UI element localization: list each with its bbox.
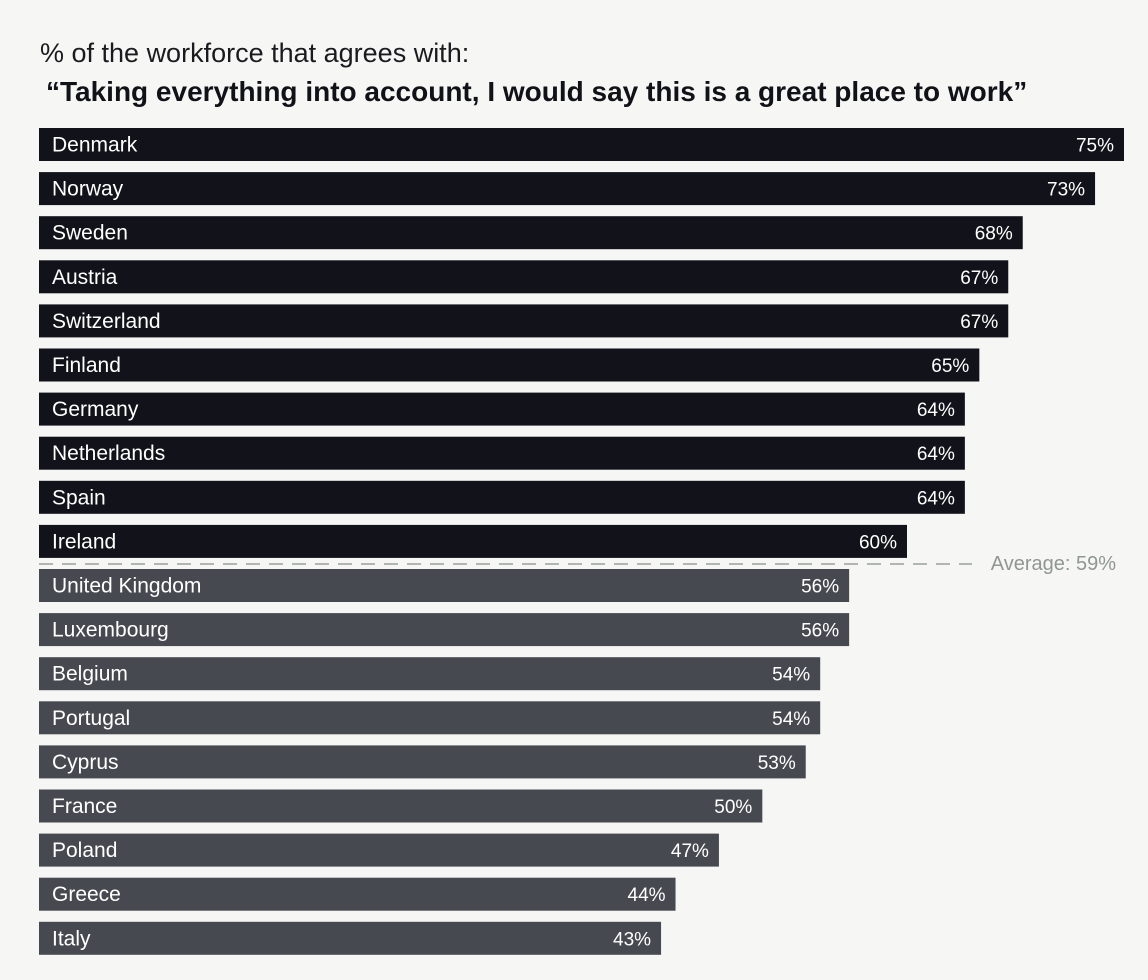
category-label: Netherlands bbox=[52, 442, 165, 465]
bar-row: Denmark 75% bbox=[39, 128, 1124, 161]
category-label: Luxembourg bbox=[52, 619, 169, 642]
bar-row: Spain 64% bbox=[39, 480, 965, 514]
category-label: Greece bbox=[52, 883, 121, 906]
bar-row: Netherlands 64% bbox=[39, 436, 965, 470]
bar-row: Germany 64% bbox=[39, 392, 965, 426]
bar bbox=[39, 657, 821, 691]
bar bbox=[39, 877, 676, 911]
category-label: Finland bbox=[52, 354, 121, 377]
category-label: Spain bbox=[52, 486, 106, 509]
category-label: France bbox=[52, 795, 117, 818]
bar-row: Poland 47% bbox=[39, 833, 719, 867]
category-label: Austria bbox=[52, 266, 118, 289]
bar bbox=[39, 789, 763, 823]
category-label: Norway bbox=[52, 178, 124, 201]
value-label: 50% bbox=[714, 797, 752, 818]
bar-row: Switzerland 67% bbox=[39, 304, 1009, 338]
category-label: Germany bbox=[52, 398, 139, 421]
bar bbox=[39, 524, 907, 558]
bar bbox=[39, 128, 1124, 161]
chart-subtitle: “Taking everything into account, I would… bbox=[46, 76, 1028, 107]
category-label: Cyprus bbox=[52, 751, 119, 774]
category-label: Denmark bbox=[52, 134, 138, 157]
bar bbox=[39, 436, 965, 470]
category-label: Portugal bbox=[52, 707, 130, 730]
bar-row: Sweden 68% bbox=[39, 216, 1023, 250]
category-label: Italy bbox=[52, 927, 91, 950]
value-label: 64% bbox=[917, 444, 955, 465]
bar bbox=[39, 304, 1009, 338]
value-label: 54% bbox=[772, 665, 810, 686]
bar-row: Belgium 54% bbox=[39, 657, 821, 691]
value-label: 64% bbox=[917, 400, 955, 421]
bar bbox=[39, 701, 821, 735]
bar bbox=[39, 745, 806, 779]
bar bbox=[39, 348, 980, 382]
bar-row: United Kingdom 56% bbox=[39, 569, 850, 602]
bar-row: France 50% bbox=[39, 789, 763, 823]
value-label: 64% bbox=[917, 488, 955, 509]
value-label: 53% bbox=[758, 753, 796, 774]
category-label: Sweden bbox=[52, 222, 128, 245]
bar bbox=[39, 260, 1009, 294]
bar bbox=[39, 921, 662, 955]
value-label: 75% bbox=[1076, 136, 1114, 157]
category-label: Belgium bbox=[52, 663, 128, 686]
category-label: United Kingdom bbox=[52, 575, 201, 598]
value-label: 44% bbox=[628, 885, 666, 906]
bar-row: Cyprus 53% bbox=[39, 745, 806, 779]
bar bbox=[39, 569, 850, 602]
category-label: Poland bbox=[52, 839, 117, 862]
value-label: 67% bbox=[960, 268, 998, 289]
value-label: 56% bbox=[801, 621, 839, 642]
bar-row: Austria 67% bbox=[39, 260, 1009, 294]
category-label: Ireland bbox=[52, 530, 116, 553]
value-label: 73% bbox=[1047, 180, 1085, 201]
bar bbox=[39, 392, 965, 426]
average-label: Average: 59% bbox=[991, 553, 1116, 575]
chart-title: % of the workforce that agrees with: bbox=[40, 38, 470, 68]
bar-row: Portugal 54% bbox=[39, 701, 821, 735]
bar-row: Greece 44% bbox=[39, 877, 676, 911]
value-label: 47% bbox=[671, 841, 709, 862]
value-label: 43% bbox=[613, 929, 651, 950]
value-label: 54% bbox=[772, 709, 810, 730]
value-label: 65% bbox=[931, 356, 969, 377]
bar bbox=[39, 480, 965, 514]
value-label: 67% bbox=[960, 312, 998, 333]
bar-row: Italy 43% bbox=[39, 921, 662, 955]
bar bbox=[39, 833, 719, 867]
bar-row: Luxembourg 56% bbox=[39, 613, 850, 647]
value-label: 68% bbox=[975, 224, 1013, 245]
bar-row: Finland 65% bbox=[39, 348, 980, 382]
category-label: Switzerland bbox=[52, 310, 161, 333]
bar-row: Norway 73% bbox=[39, 172, 1096, 206]
bar-row: Ireland 60% bbox=[39, 524, 907, 558]
bar bbox=[39, 172, 1096, 206]
value-label: 60% bbox=[859, 532, 897, 553]
bar bbox=[39, 613, 850, 647]
bar bbox=[39, 216, 1023, 250]
value-label: 56% bbox=[801, 577, 839, 598]
